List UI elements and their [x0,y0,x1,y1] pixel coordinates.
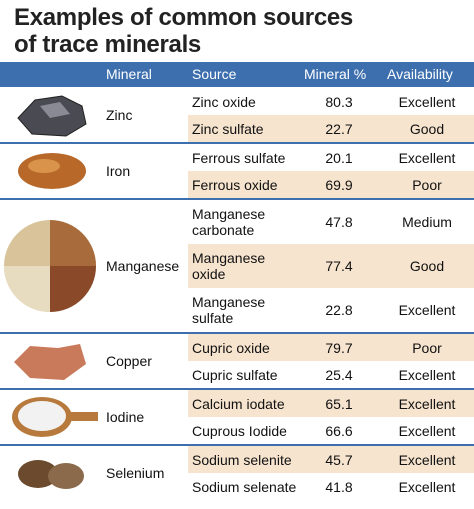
rock [14,344,86,380]
selenium-image [18,460,84,489]
source-cell: Manganese sulfate [192,294,266,326]
percent-cell: 79.7 [325,339,353,356]
mineral-cell: Copper [106,353,152,369]
rock-shine [28,159,60,173]
group-separator [0,444,474,446]
availability-cell: Good [409,120,445,137]
source-cell: Sodium selenite [192,451,292,468]
row-shade [188,334,474,361]
mineral-cell: Iron [106,163,131,179]
source-cell: Zinc sulfate [192,120,264,137]
spoon-handle [68,412,98,421]
source-cell: Manganese carbonate [192,206,266,238]
percent-cell: 25.4 [325,366,353,383]
source-cell: Zinc oxide [192,93,256,110]
percent-cell: 77.4 [325,258,353,274]
percent-cell: 20.1 [325,149,353,166]
availability-cell: Excellent [398,422,456,439]
percent-cell: 41.8 [325,478,353,495]
group-separator [0,388,474,390]
salt [18,401,66,431]
group-separator [0,198,474,200]
row-shade [188,446,474,473]
availability-cell: Excellent [398,366,456,383]
group-separator [0,332,474,334]
source-cell: Manganese oxide [192,250,266,282]
title-line: Examples of common sources [14,4,353,31]
availability-cell: Poor [412,176,442,193]
header-cell: Mineral % [304,66,367,82]
availability-cell: Excellent [398,451,456,468]
availability-cell: Excellent [398,478,456,495]
nuts [50,220,96,266]
iodine-image [12,397,98,437]
percent-cell: 66.6 [325,422,353,439]
manganese-image [4,220,96,312]
title: Examples of common sources of trace mine… [14,4,353,58]
source-cell: Calcium iodate [192,395,285,412]
availability-cell: Excellent [398,93,456,110]
percent-cell: 65.1 [325,395,353,412]
zinc-image [17,95,87,137]
header-cell: Source [192,66,237,82]
source-cell: Ferrous oxide [192,176,278,193]
availability-cell: Medium [402,214,452,230]
nuts [4,266,50,312]
source-cell: Sodium selenate [192,478,297,495]
copper-image [14,344,86,380]
percent-cell: 69.9 [325,176,353,193]
percent-cell: 45.7 [325,451,353,468]
group-separator [0,142,474,144]
mineral-cell: Iodine [106,409,145,425]
source-cell: Ferrous sulfate [192,149,286,166]
percent-cell: 80.3 [325,93,353,110]
row-shade [188,244,474,288]
title-line: of trace minerals [14,31,201,58]
row-shade [188,115,474,142]
availability-cell: Good [409,258,445,274]
percent-cell: 47.8 [325,214,353,230]
nut [18,460,58,488]
availability-cell: Excellent [398,302,456,318]
availability-cell: Excellent [398,149,456,166]
row-shade [188,171,474,198]
row-shade [188,390,474,417]
rock-shine [40,102,70,118]
percent-cell: 22.8 [325,302,353,318]
mineral-cell: Zinc [106,107,133,123]
availability-cell: Excellent [398,395,456,412]
mineral-cell: Manganese [106,258,180,274]
nuts [50,266,96,312]
availability-cell: Poor [412,339,442,356]
mineral-cell: Selenium [106,465,165,481]
source-cell: Cupric oxide [192,339,270,356]
header-row: Mineral Source Mineral % Availability [0,62,474,87]
header-cell: Availability [387,66,453,82]
nut [48,463,84,489]
header-cell: Mineral [106,66,152,82]
source-cell: Cuprous Iodide [192,422,287,439]
percent-cell: 22.7 [325,120,353,137]
source-cell: Cupric sulfate [192,366,278,383]
iron-image [18,153,86,189]
